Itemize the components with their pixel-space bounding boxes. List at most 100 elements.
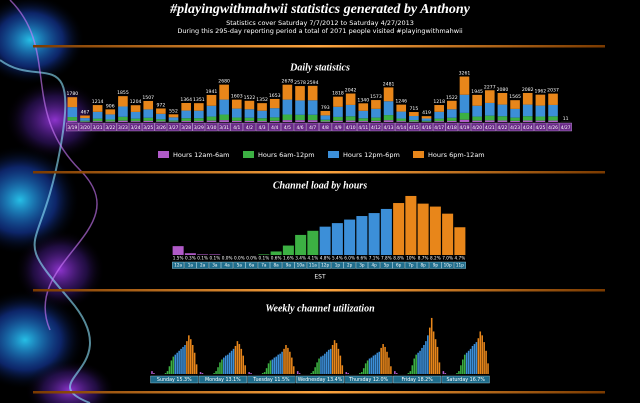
bar-segment: [345, 93, 356, 105]
bar: [341, 365, 344, 374]
value-label: 1.5%: [173, 256, 184, 261]
bar: [436, 346, 439, 374]
bar: [234, 345, 237, 374]
bar-segment: [345, 120, 356, 122]
bar-segment: [231, 99, 242, 109]
hour-box: [453, 261, 466, 269]
x-tick-label: 4p: [371, 263, 377, 268]
x-tick-label: Wednesday 13.4%: [298, 377, 343, 383]
x-tick-label: 4/11: [358, 125, 368, 131]
bar: [370, 357, 373, 374]
chart-title: Weekly channel utilization: [265, 303, 375, 314]
bar: [320, 356, 322, 374]
value-label: 8.7%: [418, 256, 429, 261]
bar-segment: [67, 97, 78, 108]
bar-segment: [295, 114, 305, 121]
value-label: 6.0%: [344, 256, 355, 261]
bar-segment: [371, 117, 381, 121]
value-label: 0.0%: [246, 256, 257, 261]
bar-segment: [434, 111, 444, 119]
value-label: 4.7%: [455, 256, 466, 261]
date-box: [205, 122, 218, 132]
bar: [359, 373, 361, 374]
x-tick-label: 8p: [420, 263, 426, 268]
date-box: [382, 122, 395, 132]
bar-segment: [105, 121, 116, 122]
hour-box: [270, 261, 283, 269]
bar: [368, 213, 380, 255]
total-label: 1507: [142, 95, 154, 101]
x-tick-label: 9a: [286, 263, 292, 268]
bar-segment: [371, 100, 381, 109]
bar-segment: [244, 117, 255, 121]
bar-segment: [130, 111, 141, 119]
bar: [197, 254, 209, 255]
bar: [209, 254, 221, 255]
bar: [219, 362, 221, 374]
total-label: 1780: [66, 91, 78, 97]
total-label: 2678: [282, 79, 294, 85]
hour-box: [306, 261, 319, 269]
bar: [221, 359, 223, 374]
bar: [423, 345, 425, 374]
x-tick-label: 3/31: [219, 125, 229, 131]
x-tick-label: 3/30: [207, 125, 217, 131]
x-tick-label: 4/21: [485, 125, 495, 131]
bar-segment: [333, 116, 343, 121]
bar: [469, 348, 472, 374]
bar: [186, 341, 188, 374]
total-label: 1945: [471, 89, 483, 95]
bar-segment: [206, 116, 217, 121]
x-tick-label: 12p: [321, 263, 329, 268]
bar-segment: [371, 120, 381, 122]
bar-segment: [130, 121, 141, 122]
total-label: 2594: [307, 80, 319, 86]
bar: [477, 338, 480, 374]
chart-title: Channel load by hours: [273, 180, 367, 191]
date-box: [293, 122, 307, 132]
total-label: 1855: [117, 90, 129, 96]
bar-segment: [459, 94, 470, 113]
bar-segment: [333, 120, 343, 122]
day-box: [296, 375, 344, 384]
bar: [191, 345, 194, 374]
value-label: 5.4%: [332, 256, 343, 261]
date-box: [129, 122, 142, 132]
bar: [409, 371, 412, 374]
day-box: [441, 375, 490, 384]
x-tick-label: 4/17: [434, 125, 444, 131]
hour-box: [294, 261, 307, 269]
bar: [425, 341, 427, 374]
hour-box: [184, 261, 197, 269]
legend-swatch: [328, 151, 339, 158]
bar: [319, 226, 331, 255]
subtitle: Statistics cover Saturday 7/7/2012 to Sa…: [226, 19, 414, 27]
bar: [267, 363, 270, 374]
bar: [380, 208, 392, 255]
bar: [463, 354, 466, 374]
value-label: 0.0%: [234, 256, 245, 261]
bar-segment: [358, 103, 369, 111]
value-label: 10%: [406, 256, 415, 261]
bar-segment: [282, 120, 293, 122]
bar-segment: [206, 120, 217, 122]
bar-segment: [484, 90, 495, 103]
bar-segment: [105, 119, 116, 122]
x-tick-label: 10a: [297, 263, 305, 268]
total-label: 419: [422, 110, 431, 116]
total-label: 972: [156, 102, 165, 108]
value-label: 0.3%: [185, 256, 196, 261]
x-tick-label: 4/22: [497, 125, 507, 131]
bar: [230, 350, 233, 374]
total-label: 1573: [370, 94, 382, 100]
hour-box: [404, 261, 417, 269]
bar: [277, 354, 279, 374]
date-box: [141, 122, 155, 132]
bar-segment: [219, 120, 229, 122]
x-tick-label: 3/25: [143, 125, 153, 131]
total-label: 2680: [218, 79, 230, 85]
bar-segment: [484, 120, 495, 122]
bar-segment: [168, 114, 179, 118]
bar: [242, 355, 245, 374]
x-tick-label: 4/25: [535, 125, 545, 131]
